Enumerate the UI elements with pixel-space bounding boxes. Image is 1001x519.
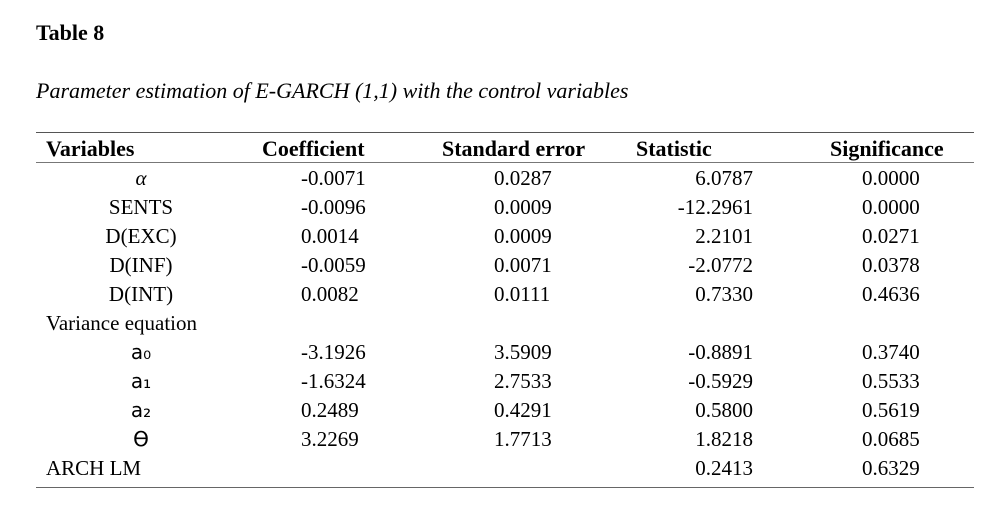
cell-standard-error: 0.4291 xyxy=(494,398,552,422)
cell-coefficient: -1.6324 xyxy=(301,369,366,393)
cell-variable: D(INF) xyxy=(109,253,173,277)
cell-variable: D(INT) xyxy=(108,282,174,306)
table-row: SENTS -0.0096 0.0009 -12.2961 0.0000 xyxy=(0,193,1001,222)
cell-coefficient: 0.2489 xyxy=(301,398,359,422)
cell-significance: 0.4636 xyxy=(862,282,920,306)
table-body: α -0.0071 0.0287 6.0787 0.0000 SENTS -0.… xyxy=(0,164,1001,483)
cell-variable: ϴ xyxy=(133,427,149,451)
cell-variable: a₂ xyxy=(130,398,152,422)
cell-standard-error: 0.0009 xyxy=(494,224,552,248)
table-header-row: Variables Coefficient Standard error Sta… xyxy=(0,135,1001,163)
header-significance: Significance xyxy=(830,136,944,161)
cell-variable: SENTS xyxy=(108,195,174,219)
table-section-row: Variance equation xyxy=(0,309,1001,338)
table-row: D(EXC) 0.0014 0.0009 2.2101 0.0271 xyxy=(0,222,1001,251)
cell-coefficient: -0.0059 xyxy=(301,253,366,277)
section-label-variance-equation: Variance equation xyxy=(46,311,198,335)
cell-variable: a₁ xyxy=(130,369,152,393)
table-top-rule xyxy=(36,132,974,133)
cell-standard-error: 1.7713 xyxy=(494,427,552,451)
header-standard-error: Standard error xyxy=(442,136,586,161)
cell-variable: ARCH LM xyxy=(46,456,142,480)
cell-significance: 0.0271 xyxy=(862,224,920,248)
header-coefficient: Coefficient xyxy=(262,136,365,161)
cell-coefficient: 0.0014 xyxy=(301,224,359,248)
cell-significance: 0.3740 xyxy=(862,340,920,364)
cell-significance: 0.0000 xyxy=(862,166,920,190)
cell-significance: 0.0000 xyxy=(862,195,920,219)
table-row: ϴ 3.2269 1.7713 1.8218 0.0685 xyxy=(0,425,1001,454)
table-row: α -0.0071 0.0287 6.0787 0.0000 xyxy=(0,164,1001,193)
cell-coefficient: -0.0096 xyxy=(301,195,366,219)
cell-standard-error: 2.7533 xyxy=(494,369,552,393)
cell-significance: 0.0685 xyxy=(862,427,920,451)
cell-standard-error: 3.5909 xyxy=(494,340,552,364)
cell-significance: 0.6329 xyxy=(862,456,920,480)
cell-standard-error: 0.0009 xyxy=(494,195,552,219)
table-row: D(INF) -0.0059 0.0071 -2.0772 0.0378 xyxy=(0,251,1001,280)
cell-significance: 0.5619 xyxy=(862,398,920,422)
cell-coefficient: -3.1926 xyxy=(301,340,366,364)
header-statistic: Statistic xyxy=(636,136,712,161)
table-label: Table 8 xyxy=(36,20,105,45)
cell-standard-error: 0.0287 xyxy=(494,166,552,190)
cell-standard-error: 0.0071 xyxy=(494,253,552,277)
table-bottom-rule xyxy=(36,487,974,488)
cell-standard-error: 0.0111 xyxy=(494,282,551,306)
header-variables: Variables xyxy=(46,136,135,161)
cell-variable: a₀ xyxy=(130,340,152,364)
cell-variable: D(EXC) xyxy=(105,224,177,248)
table-caption: Parameter estimation of E-GARCH (1,1) wi… xyxy=(36,78,629,103)
cell-variable: α xyxy=(135,166,147,190)
cell-significance: 0.0378 xyxy=(862,253,920,277)
cell-coefficient: 3.2269 xyxy=(301,427,359,451)
table-row: a₀ -3.1926 3.5909 -0.8891 0.3740 xyxy=(0,338,1001,367)
cell-coefficient: -0.0071 xyxy=(301,166,366,190)
cell-coefficient: 0.0082 xyxy=(301,282,359,306)
cell-significance: 0.5533 xyxy=(862,369,920,393)
table-row: a₁ -1.6324 2.7533 -0.5929 0.5533 xyxy=(0,367,1001,396)
table-row: a₂ 0.2489 0.4291 0.5800 0.5619 xyxy=(0,396,1001,425)
table-row: ARCH LM 0.2413 0.6329 xyxy=(0,454,1001,483)
table-header-rule xyxy=(36,162,974,163)
table-row: D(INT) 0.0082 0.0111 0.7330 0.4636 xyxy=(0,280,1001,309)
